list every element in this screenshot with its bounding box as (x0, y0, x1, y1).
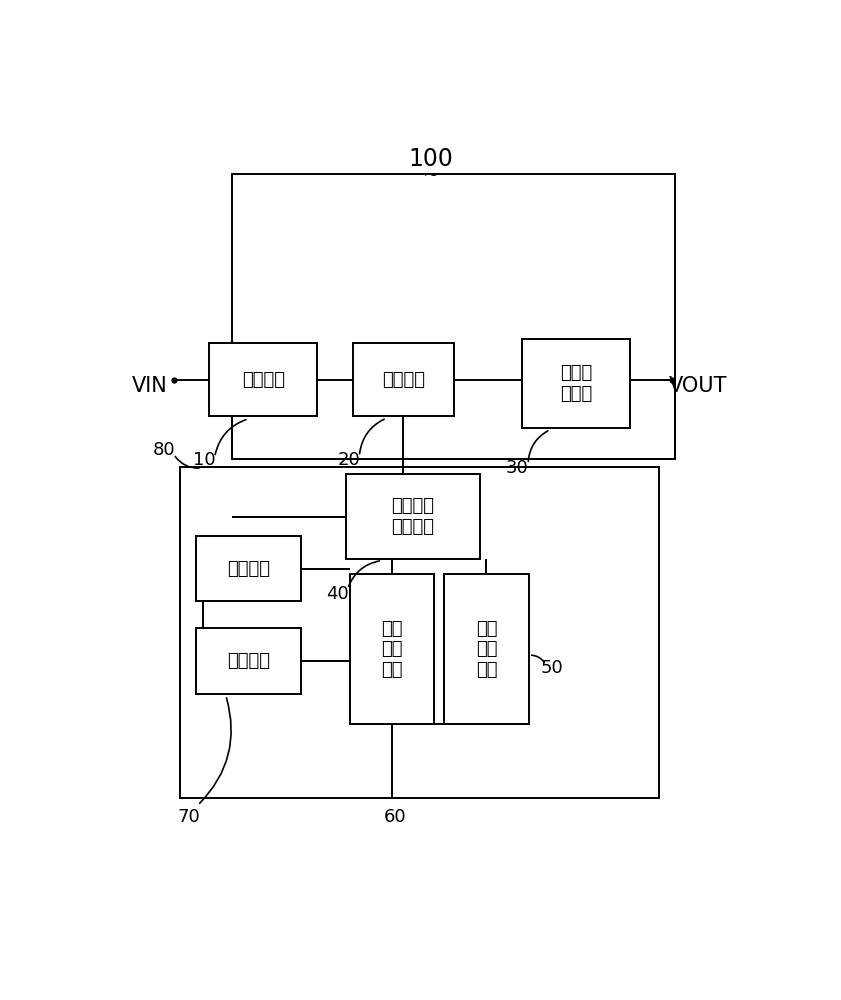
Text: ~: ~ (423, 166, 439, 185)
Text: 电流
控制
模块: 电流 控制 模块 (476, 620, 497, 679)
Text: 保护模块: 保护模块 (241, 371, 285, 389)
Text: 脉冲信号
产生模块: 脉冲信号 产生模块 (392, 497, 435, 536)
Text: 开关单元: 开关单元 (382, 371, 425, 389)
Text: 70: 70 (177, 808, 200, 826)
Text: VIN: VIN (131, 376, 167, 396)
Bar (209, 343, 317, 416)
Text: 主机单元: 主机单元 (227, 560, 270, 578)
Text: 50: 50 (540, 659, 563, 677)
Text: 40: 40 (325, 585, 348, 603)
Bar (444, 574, 529, 724)
Text: 20: 20 (337, 451, 360, 469)
Bar (352, 343, 454, 416)
Text: 60: 60 (383, 808, 406, 826)
Text: 恒压模块: 恒压模块 (227, 652, 270, 670)
Bar (522, 339, 630, 428)
Text: 10: 10 (193, 451, 215, 469)
Bar (180, 466, 659, 798)
Text: VOUT: VOUT (669, 376, 727, 396)
Text: 电流检
测单元: 电流检 测单元 (560, 364, 592, 403)
Bar (350, 574, 434, 724)
Bar (346, 474, 480, 559)
Text: 30: 30 (505, 459, 528, 477)
Text: 80: 80 (152, 441, 175, 459)
Text: 100: 100 (409, 146, 453, 170)
Bar (232, 174, 675, 459)
Text: 电压
控制
模块: 电压 控制 模块 (381, 620, 403, 679)
Bar (196, 536, 301, 601)
Bar (196, 628, 301, 694)
